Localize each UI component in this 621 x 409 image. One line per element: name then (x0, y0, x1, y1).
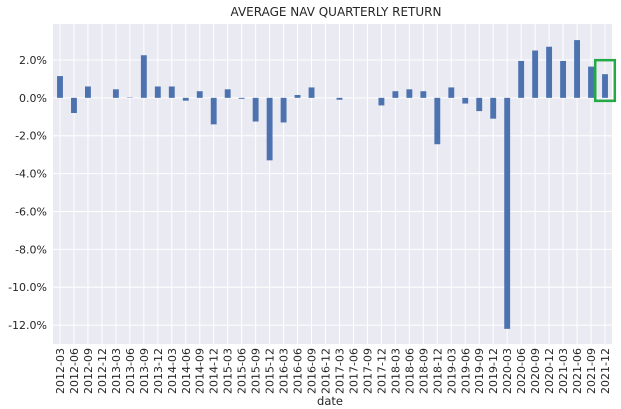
bar-2014-12 (210, 97, 217, 125)
x-tick-label: 2015-03 (222, 348, 235, 394)
x-tick-label: 2016-09 (306, 348, 319, 394)
x-tick-label: 2012-09 (82, 348, 95, 394)
x-tick-label: 2015-06 (236, 348, 249, 394)
x-tick-label: 2016-06 (292, 348, 305, 394)
bar-2015-12 (266, 97, 273, 161)
x-tick-label: 2017-09 (361, 348, 374, 394)
bar-2020-06 (518, 60, 525, 98)
x-tick-label: 2012-12 (96, 348, 109, 394)
x-tick-label: 2021-06 (571, 348, 584, 394)
bar-2019-12 (490, 97, 497, 119)
x-axis-ticks: 2012-03 2012-06 2012-09 2012-12 2013-03 2013-… (54, 348, 612, 394)
bar-2015-06 (238, 97, 245, 99)
bar-2020-09 (532, 50, 539, 98)
y-tick-label: -2.0% (15, 130, 47, 143)
bar-2021-06 (574, 40, 580, 98)
bar-2014-03 (168, 86, 175, 98)
x-tick-label: 2020-03 (501, 348, 514, 394)
bar-2014-06 (182, 97, 189, 101)
y-tick-label: 2.0% (19, 54, 47, 67)
bar-2012-03 (57, 76, 63, 98)
bar-2021-03 (560, 60, 567, 98)
x-tick-label: 2013-06 (124, 348, 137, 394)
bar-2018-03 (392, 91, 399, 98)
bar-2015-03 (224, 89, 231, 98)
highlight-layer (593, 58, 617, 103)
y-tick-label: -8.0% (15, 243, 47, 256)
x-tick-label: 2019-03 (445, 348, 458, 394)
x-tick-label: 2015-09 (250, 348, 263, 394)
bar-2014-09 (196, 91, 203, 98)
x-tick-label: 2014-06 (180, 348, 193, 394)
bar-2020-03 (504, 97, 511, 329)
x-tick-label: 2018-06 (403, 348, 416, 394)
x-axis-label: date (317, 394, 343, 408)
bar-2020-12 (546, 46, 553, 98)
chart-title: AVERAGE NAV QUARTERLY RETURN (231, 5, 442, 19)
x-tick-label: 2018-09 (417, 348, 430, 394)
bar-2018-12 (434, 97, 441, 145)
x-tick-label: 2018-12 (431, 348, 444, 394)
bar-2012-06 (71, 97, 77, 113)
bars (57, 40, 608, 329)
x-tick-label: 2013-03 (110, 348, 123, 394)
bar-2019-09 (476, 97, 483, 112)
x-tick-label: 2014-09 (194, 348, 207, 394)
plot-area (53, 24, 612, 344)
x-tick-label: 2012-06 (68, 348, 81, 394)
x-tick-label: 2021-12 (599, 348, 612, 394)
x-tick-label: 2020-06 (515, 348, 528, 394)
bar-2019-06 (462, 97, 469, 104)
x-tick-label: 2021-03 (557, 348, 570, 394)
x-tick-label: 2013-12 (152, 348, 165, 394)
bar-2017-03 (336, 97, 343, 100)
grid-lines (53, 24, 612, 344)
x-tick-label: 2016-12 (320, 348, 333, 394)
x-tick-label: 2017-03 (333, 348, 346, 394)
bar-2015-09 (252, 97, 259, 122)
x-tick-label: 2017-12 (375, 348, 388, 394)
bar-2013-09 (140, 55, 147, 98)
bar-2019-03 (448, 87, 455, 98)
x-tick-label: 2021-09 (585, 348, 598, 394)
highlight-box (593, 58, 617, 103)
y-tick-label: -12.0% (8, 319, 47, 332)
y-tick-label: 0.0% (19, 92, 47, 105)
y-tick-label: -6.0% (15, 205, 47, 218)
x-tick-label: 2014-03 (166, 348, 179, 394)
x-tick-label: 2020-09 (529, 348, 542, 394)
x-tick-label: 2019-09 (473, 348, 486, 394)
bar-2013-03 (112, 89, 119, 98)
x-tick-label: 2019-06 (459, 348, 472, 394)
x-tick-label: 2016-03 (278, 348, 291, 394)
y-tick-label: -4.0% (15, 168, 47, 181)
bar-2018-06 (406, 89, 413, 98)
bar-2012-09 (85, 86, 91, 98)
bar-2021-09 (588, 66, 594, 98)
bar-2021-12 (602, 74, 608, 98)
x-tick-label: 2015-12 (264, 348, 277, 394)
y-tick-label: -10.0% (8, 281, 47, 294)
bar-2017-12 (378, 97, 385, 106)
bar-2016-06 (294, 95, 301, 98)
y-axis-ticks: 2.0% 0.0% -2.0% -4.0% -6.0% -8.0% -10.0% -12.0% (8, 54, 47, 332)
x-tick-label: 2017-06 (347, 348, 360, 394)
bar-2013-12 (154, 86, 161, 98)
x-tick-label: 2014-12 (208, 348, 221, 394)
x-tick-label: 2018-03 (389, 348, 402, 394)
x-tick-label: 2019-12 (487, 348, 500, 394)
bar-2016-09 (308, 87, 315, 98)
bar-2016-03 (280, 97, 287, 123)
x-tick-label: 2013-09 (138, 348, 151, 394)
bar-2018-09 (420, 91, 427, 98)
x-tick-label: 2012-03 (54, 348, 67, 394)
x-tick-label: 2020-12 (543, 348, 556, 394)
